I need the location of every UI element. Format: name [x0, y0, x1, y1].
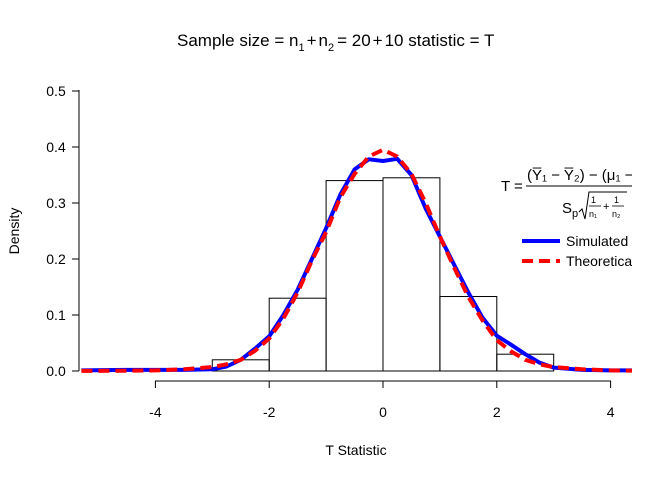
y-tick-label: 0.2	[46, 251, 66, 267]
histogram-bar	[439, 296, 498, 372]
y-tick-label: 0.4	[46, 139, 66, 155]
title-plus-2: +	[373, 31, 383, 50]
title-eq: = 20	[337, 31, 371, 50]
title-tail: 10 statistic = T	[385, 31, 495, 50]
formula-denom-sub: p	[572, 208, 578, 220]
y-tick-label: 0.0	[46, 363, 66, 379]
series-line-simulated	[81, 156, 632, 373]
formula-frac1-num: 1	[591, 195, 596, 205]
formula-frac2-den: n₂	[612, 209, 621, 219]
y-tick-label: 0.1	[46, 307, 66, 323]
title-lead: Sample size = n	[177, 31, 298, 50]
formula-numerator: (Y̅₁ − Y̅₂) − (μ₁ − μ₂)	[527, 167, 657, 184]
y-tick-label: 0.3	[46, 195, 66, 211]
formula-denom-s: S	[562, 200, 572, 217]
x-axis-label: T Statistic	[325, 442, 386, 458]
x-tick-label: 4	[607, 404, 615, 420]
formula-eq: =	[514, 178, 523, 195]
legend-simulated-label: Simulated	[566, 233, 628, 249]
y-tick-label: 0.5	[46, 83, 66, 99]
title-n2: n	[319, 31, 328, 50]
x-ticks: -4 -2 0 2 4	[149, 381, 615, 420]
density-curves	[81, 147, 632, 373]
formula-frac2-num: 1	[614, 195, 619, 205]
legend: Simulated Theoretical	[522, 233, 635, 269]
title-sub-2: 2	[328, 42, 334, 54]
legend-theoretical-label: Theoretical	[566, 253, 635, 269]
x-tick-label: -2	[263, 404, 276, 420]
t-statistic-formula: T = (Y̅₁ − Y̅₂) − (μ₁ − μ₂) S p 1 n₁ + 1…	[501, 167, 657, 220]
chart-title: Sample size = n1 + n2 = 20 +10 statistic = T	[177, 31, 494, 54]
x-tick-label: 2	[493, 404, 501, 420]
formula-frac1-den: n₁	[589, 209, 597, 219]
formula-sqrt-sign	[578, 191, 627, 220]
x-tick-label: -4	[149, 404, 162, 420]
y-ticks: 0.0 0.1 0.2 0.3 0.4 0.5	[46, 83, 79, 379]
histogram-bar	[382, 177, 441, 372]
formula-frac-plus: +	[603, 201, 609, 213]
x-tick-label: 0	[379, 404, 387, 420]
formula-lhs: T	[501, 178, 510, 195]
histogram-bar	[268, 297, 327, 372]
title-plus-1: +	[307, 31, 317, 50]
title-sub-1: 1	[298, 42, 304, 54]
series-line-theoretical	[81, 147, 632, 373]
y-axis-label: Density	[6, 208, 22, 255]
axes	[78, 90, 611, 382]
